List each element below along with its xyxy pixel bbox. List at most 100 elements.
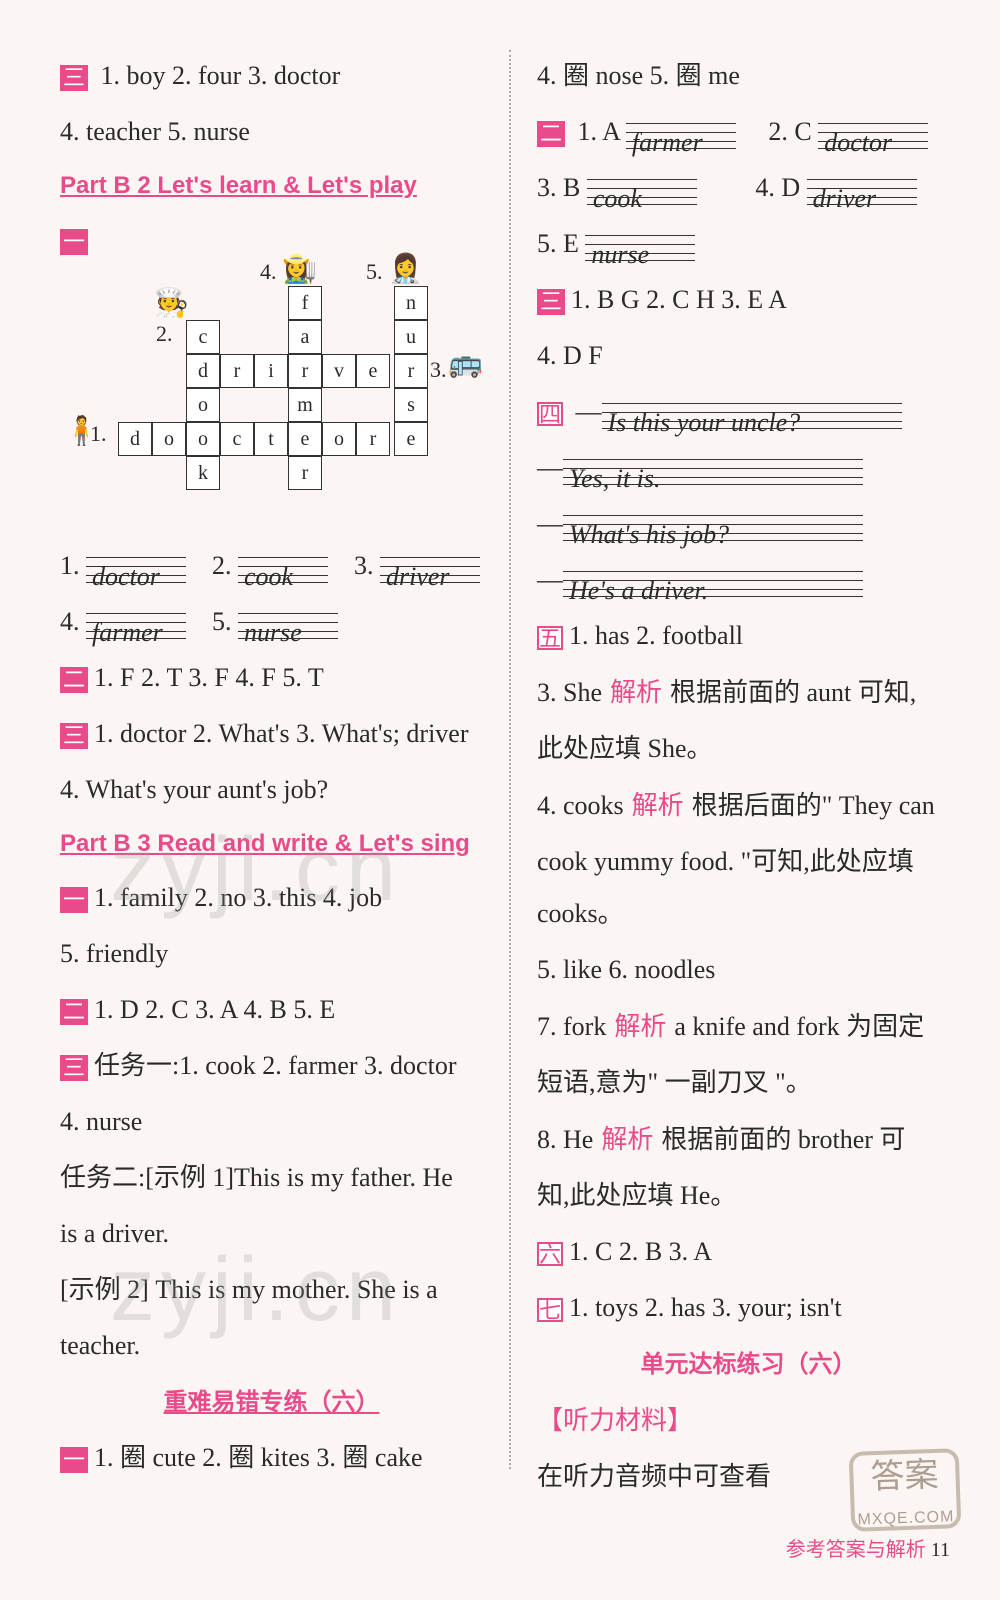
- answers: 1. boy 2. four 3. doctor: [101, 61, 341, 90]
- dialogue-line: Yes, it is.: [563, 464, 661, 493]
- cursive-word: farmer: [626, 128, 703, 157]
- handwriting-row: 4. farmer 5. nurse: [60, 596, 483, 648]
- example-text: [示例 2] This is my mother. She is a: [60, 1264, 483, 1316]
- section-marker-3: 三: [60, 723, 88, 749]
- listening-label: 【听力材料】: [537, 1405, 693, 1435]
- section-marker-1: 一: [60, 229, 88, 255]
- answers: 4. What's your aunt's job?: [60, 764, 483, 816]
- label: 1.: [60, 551, 80, 580]
- pair-num: 4. D: [755, 173, 800, 202]
- crossword-cell: c: [220, 422, 254, 456]
- answers: 1. cook 2. farmer 3. doctor: [179, 1051, 456, 1080]
- section-marker-4: 四: [537, 402, 563, 426]
- pair-num: 5. E: [537, 229, 579, 258]
- cursive-word: driver: [807, 184, 877, 213]
- pair-num: 1. A: [578, 117, 620, 146]
- footer-label: 参考答案与解析: [786, 1539, 926, 1561]
- explanation: 根据前面的 brother 可: [661, 1125, 905, 1154]
- match-answers: 1. B G 2. C H 3. E A: [571, 285, 787, 314]
- example-text: is a driver.: [60, 1208, 483, 1260]
- section-marker-2: 二: [60, 999, 88, 1025]
- unit-heading: 单元达标练习（六）: [641, 1351, 857, 1378]
- explanation: 根据前面的 aunt 可知,: [670, 678, 916, 707]
- answers: 4. teacher 5. nurse: [60, 106, 483, 158]
- label: 2.: [212, 551, 232, 580]
- crossword-cell: r: [220, 354, 254, 388]
- crossword-cell: e: [288, 422, 322, 456]
- cursive-word: nurse: [238, 618, 302, 647]
- crossword-cell: v: [322, 354, 356, 388]
- stamp-icon: 答案MXQE.COM: [849, 1448, 962, 1532]
- column-divider: [509, 50, 511, 1469]
- section-marker-2: 二: [60, 667, 88, 693]
- crossword-cell: r: [356, 422, 390, 456]
- answer: 8. He: [537, 1125, 593, 1154]
- pair-num: 2. C: [768, 117, 811, 146]
- crossword-cell: t: [254, 422, 288, 456]
- crossword-cell: f: [288, 286, 322, 320]
- circle-answers: 1. 圈 cute 2. 圈 kites 3. 圈 cake: [94, 1443, 423, 1472]
- crossword-cell: c: [186, 320, 220, 354]
- analysis-label: 解析: [632, 790, 684, 820]
- label: 5.: [212, 607, 232, 636]
- section-marker-3: 三: [60, 1055, 88, 1081]
- crossword-cell: r: [288, 354, 322, 388]
- right-column: 4. 圈 nose 5. 圈 me 二 1. A farmer 2. C doc…: [537, 50, 960, 1560]
- explanation: 此处应填 She。: [537, 723, 960, 775]
- crossword-cell: n: [394, 286, 428, 320]
- cursive-word: cook: [238, 562, 293, 591]
- crossword-cell: o: [322, 422, 356, 456]
- section-marker-7: 七: [537, 1298, 563, 1322]
- crossword-cell: i: [254, 354, 288, 388]
- section-marker-3: 三: [537, 289, 565, 315]
- answers: 4. nurse: [60, 1096, 483, 1148]
- bus-icon: 🚌: [448, 336, 483, 392]
- crossword-cell: s: [394, 388, 428, 422]
- task-label: 任务一:: [94, 1051, 179, 1080]
- crossword-cell: k: [186, 456, 220, 490]
- pair-num: 3. B: [537, 173, 580, 202]
- answers: 5. friendly: [60, 928, 483, 980]
- tf-answers: 1. F 2. T 3. F 4. F 5. T: [94, 663, 324, 692]
- crossword-cell: e: [394, 422, 428, 456]
- explanation: 短语,意为" 一副刀叉 "。: [537, 1057, 960, 1109]
- num: 4.: [260, 250, 277, 294]
- section-marker-1: 一: [60, 1447, 88, 1473]
- crossword-cell: d: [186, 354, 220, 388]
- cursive-word: doctor: [818, 128, 892, 157]
- explanation: a knife and fork 为固定: [674, 1012, 924, 1041]
- crossword-cell: r: [288, 456, 322, 490]
- explanation: cook yummy food. "可知,此处应填 cooks。: [537, 836, 960, 940]
- answers: 1. toys 2. has 3. your; isn't: [569, 1293, 842, 1322]
- match-answers: 4. D F: [537, 330, 960, 382]
- crossword-cell: o: [186, 422, 220, 456]
- cursive-word: cook: [587, 184, 642, 213]
- num: 5.: [366, 250, 383, 294]
- answers: 1. doctor 2. What's 3. What's; driver: [94, 719, 469, 748]
- section-marker-3: 三: [60, 65, 88, 91]
- label: 3.: [354, 551, 374, 580]
- answer: 4. cooks: [537, 791, 624, 820]
- crossword-cell: e: [356, 354, 390, 388]
- cursive-word: farmer: [86, 618, 163, 647]
- explanation: 根据后面的" They can: [692, 791, 935, 820]
- crossword-cell: d: [118, 422, 152, 456]
- section-marker-5: 五: [537, 626, 563, 650]
- answer: 7. fork: [537, 1012, 606, 1041]
- crossword-cell: o: [186, 388, 220, 422]
- page-number: 11: [931, 1539, 950, 1561]
- answers: 1. C 2. B 3. A: [569, 1237, 712, 1266]
- match-answers: 1. D 2. C 3. A 4. B 5. E: [94, 995, 335, 1024]
- crossword-cell: u: [394, 320, 428, 354]
- section-marker-6: 六: [537, 1242, 563, 1266]
- section-heading: Part B 3 Read and write & Let's sing: [60, 820, 483, 868]
- handwriting-row: 1. doctor 2. cook 3. driver: [60, 540, 483, 592]
- crossword-cell: m: [288, 388, 322, 422]
- dialogue-line: He's a driver.: [563, 576, 708, 605]
- cursive-word: nurse: [585, 240, 649, 269]
- analysis-label: 解析: [610, 677, 662, 707]
- answer: 3. She: [537, 678, 602, 707]
- section-marker-2: 二: [537, 121, 565, 147]
- section-marker-1: 一: [60, 887, 88, 913]
- person-icon: 🧍: [64, 404, 99, 460]
